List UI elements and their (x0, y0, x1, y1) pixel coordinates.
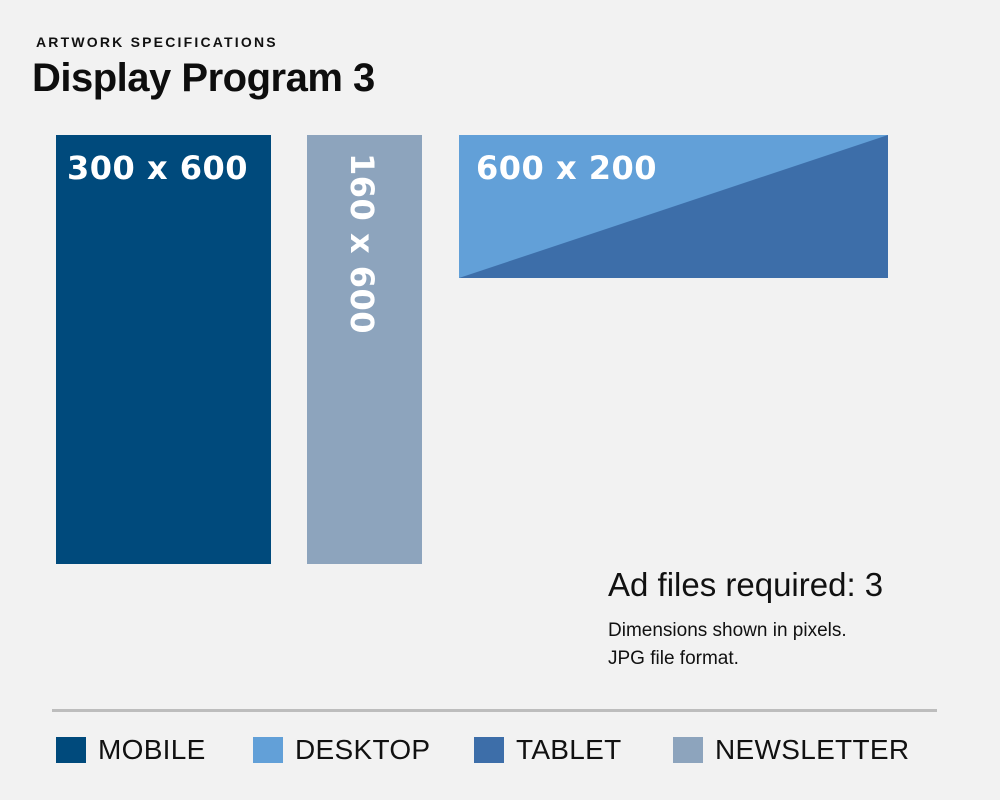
legend-swatch-tablet (474, 737, 504, 763)
ad-box-label-600x200: 600 x 200 (476, 149, 658, 187)
divider (52, 709, 937, 712)
ad-box-label-160x600: 160 x 600 (343, 153, 381, 335)
ad-box-600x200-graphic (459, 135, 888, 278)
legend-label-desktop: DESKTOP (295, 734, 431, 765)
legend-item-newsletter: NEWSLETTER (673, 734, 910, 765)
ad-files-required: Ad files required: 3 (608, 566, 884, 603)
ad-box-label-300x600: 300 x 600 (67, 149, 249, 187)
ad-box-600x200: 600 x 200 (459, 135, 888, 278)
ad-box-300x600: 300 x 600 (56, 135, 271, 564)
kicker-text: ARTWORK SPECIFICATIONS (36, 34, 278, 50)
legend-swatch-newsletter (673, 737, 703, 763)
legend-swatch-mobile (56, 737, 86, 763)
legend-label-mobile: MOBILE (98, 734, 206, 765)
legend-item-mobile: MOBILE (56, 734, 206, 765)
legend-item-desktop: DESKTOP (253, 734, 431, 765)
dimensions-note: Dimensions shown in pixels. (608, 620, 847, 641)
legend-label-newsletter: NEWSLETTER (715, 734, 910, 765)
legend-swatch-desktop (253, 737, 283, 763)
format-note: JPG file format. (608, 648, 739, 669)
ad-box-160x600: 160 x 600 (307, 135, 422, 564)
tablet-half (459, 135, 888, 278)
page-title: Display Program 3 (32, 56, 375, 100)
legend-item-tablet: TABLET (474, 734, 622, 765)
legend-label-tablet: TABLET (516, 734, 622, 765)
